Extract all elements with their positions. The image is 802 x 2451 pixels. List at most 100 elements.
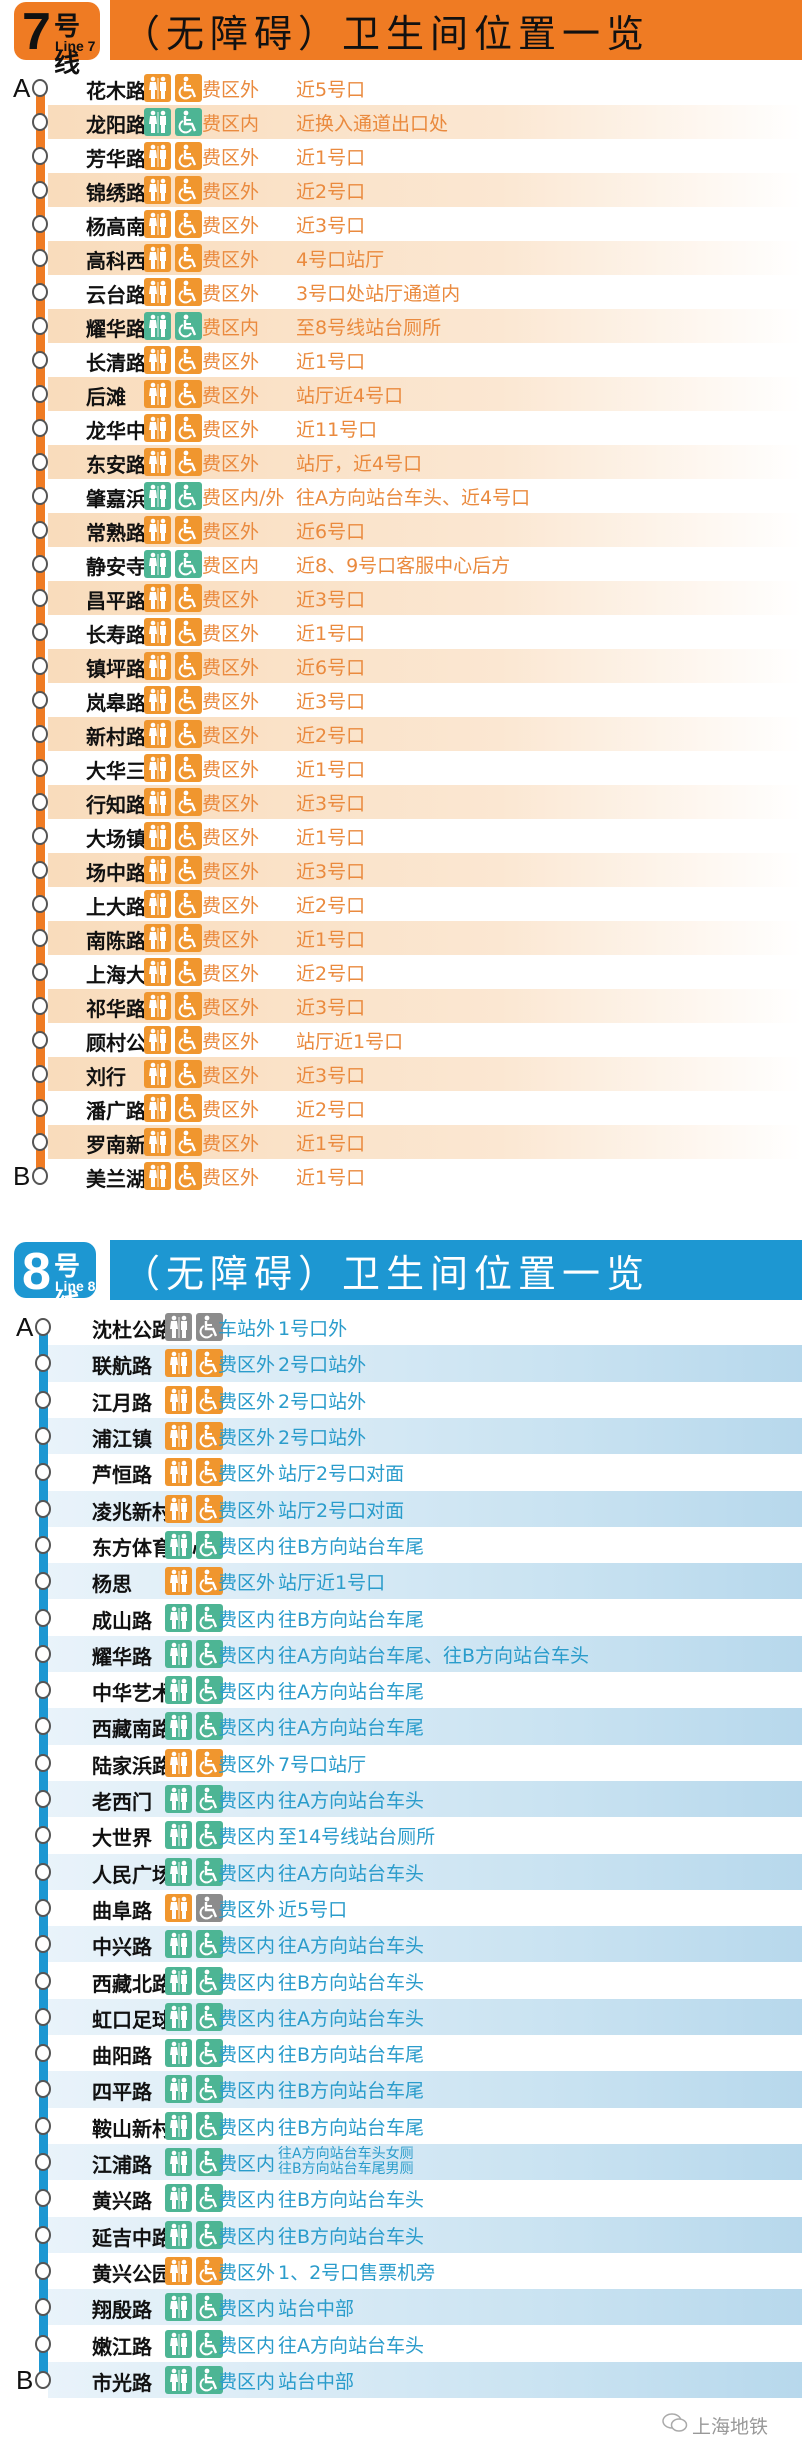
fare-zone-status: 费区内 xyxy=(218,1826,276,1849)
wheelchair-icon xyxy=(175,448,202,476)
toilet-location: 近3号口 xyxy=(296,1065,366,1087)
station-name: 四平路 xyxy=(92,2080,152,2105)
station-dot xyxy=(32,997,48,1015)
station-dot xyxy=(35,1390,51,1409)
station-row xyxy=(48,785,802,819)
station-row xyxy=(48,581,802,615)
station-dot xyxy=(32,827,48,845)
fare-zone-status: 费区外 xyxy=(218,1427,276,1450)
station-name: 延吉中路 xyxy=(92,2225,172,2250)
toilet-location: 站台中部 xyxy=(278,2298,355,2321)
station-dot xyxy=(35,1354,51,1373)
station-dot xyxy=(32,487,48,505)
fare-zone-status: 费区内 xyxy=(218,2116,276,2139)
toilet-location: 近5号口 xyxy=(278,1898,348,1921)
station-dot xyxy=(32,283,48,301)
fare-zone-status: 费区内 xyxy=(218,1644,276,1667)
wheelchair-icon xyxy=(196,2329,223,2358)
station-name: 刘行 xyxy=(86,1065,126,1089)
toilet-location: 近1号口 xyxy=(296,351,366,373)
station-dot xyxy=(35,2334,51,2353)
station-name: 潘广路 xyxy=(86,1099,146,1123)
station-dot xyxy=(35,2116,51,2135)
station-name: 龙阳路 xyxy=(86,113,146,137)
station-dot xyxy=(32,521,48,539)
station-row xyxy=(48,1417,802,1455)
toilet-location: 往A方向站台车头、近4号口 xyxy=(296,487,531,509)
wheelchair-icon xyxy=(175,958,202,986)
line7-title: （无障碍）卫生间位置一览 xyxy=(110,0,802,60)
station-dot xyxy=(35,2153,51,2172)
station-dot xyxy=(35,1608,51,1627)
station-dot xyxy=(35,1499,51,1518)
station-dot xyxy=(35,1681,51,1700)
station-name: 大场镇 xyxy=(86,827,146,851)
wheelchair-icon xyxy=(196,1422,223,1451)
station-row xyxy=(48,1890,802,1926)
wechat-icon xyxy=(662,2412,688,2439)
toilet-icon xyxy=(144,686,171,714)
station-row xyxy=(48,1057,802,1091)
toilet-icon xyxy=(165,1712,192,1741)
wheelchair-icon xyxy=(175,346,202,374)
toilet-icon xyxy=(144,550,171,578)
station-dot xyxy=(35,2370,51,2389)
wheelchair-icon xyxy=(175,686,202,714)
fare-zone-status: 费区外 xyxy=(202,249,260,271)
toilet-icon xyxy=(165,1821,192,1850)
toilet-icon xyxy=(165,1748,192,1777)
station-name: 大世界 xyxy=(92,1826,152,1851)
station-name: 翔殷路 xyxy=(92,2298,152,2323)
fare-zone-status: 费区内 xyxy=(218,2334,276,2357)
wheelchair-icon xyxy=(196,2039,223,2068)
toilet-location: 近1号口 xyxy=(296,1133,366,1155)
wheelchair-icon xyxy=(196,1603,223,1632)
toilet-icon xyxy=(144,210,171,238)
terminal-label-b: B xyxy=(16,2364,34,2395)
wheelchair-icon xyxy=(196,1893,223,1922)
station-dot xyxy=(32,317,48,335)
station-dot xyxy=(32,725,48,743)
station-name: 场中路 xyxy=(86,861,146,885)
fare-zone-status: 费区外 xyxy=(202,1065,260,1087)
toilet-icon xyxy=(165,1603,192,1632)
toilet-icon xyxy=(144,1026,171,1054)
toilet-icon xyxy=(165,1530,192,1559)
station-name: 老西门 xyxy=(92,1790,152,1815)
toilet-location: 近2号口 xyxy=(296,181,366,203)
station-row xyxy=(48,1563,802,1600)
toilet-location: 1号口外 xyxy=(278,1318,348,1341)
toilet-icon xyxy=(165,1676,192,1705)
wheelchair-icon xyxy=(196,2293,223,2322)
fare-zone-status: 费区内 xyxy=(218,2044,276,2067)
station-dot xyxy=(32,1099,48,1117)
fare-zone-status: 费区外 xyxy=(202,419,260,441)
station-name: 浦江镇 xyxy=(92,1427,152,1452)
toilet-location: 近1号口 xyxy=(296,929,366,951)
toilet-location: 近11号口 xyxy=(296,419,378,441)
wheelchair-icon xyxy=(175,788,202,816)
fare-zone-status: 费区外 xyxy=(202,657,260,679)
wheelchair-icon xyxy=(196,1349,223,1378)
fare-zone-status: 费区内 xyxy=(218,1535,276,1558)
toilet-location: 近3号口 xyxy=(296,691,366,713)
fare-zone-status: 费区外 xyxy=(202,521,260,543)
terminal-label-b: B xyxy=(13,1161,31,1191)
toilet-location: 往B方向站台车尾 xyxy=(278,2116,425,2139)
fare-zone-status: 费区内 xyxy=(202,555,260,577)
toilet-location: 4号口站厅 xyxy=(296,249,385,271)
wheelchair-icon xyxy=(196,2002,223,2031)
station-dot xyxy=(32,147,48,165)
station-row xyxy=(48,649,802,683)
station-row xyxy=(48,2071,802,2108)
wheelchair-icon xyxy=(196,1676,223,1705)
fare-zone-status: 费区内 xyxy=(218,2298,276,2321)
toilet-icon xyxy=(144,584,171,612)
station-row xyxy=(48,2361,802,2398)
station-dot xyxy=(32,419,48,437)
wheelchair-icon xyxy=(175,516,202,544)
toilet-location: 往A方向站台车头 xyxy=(278,2334,424,2357)
wheelchair-icon xyxy=(196,1639,223,1668)
station-name: 成山路 xyxy=(92,1608,152,1633)
toilet-icon xyxy=(144,1094,171,1122)
